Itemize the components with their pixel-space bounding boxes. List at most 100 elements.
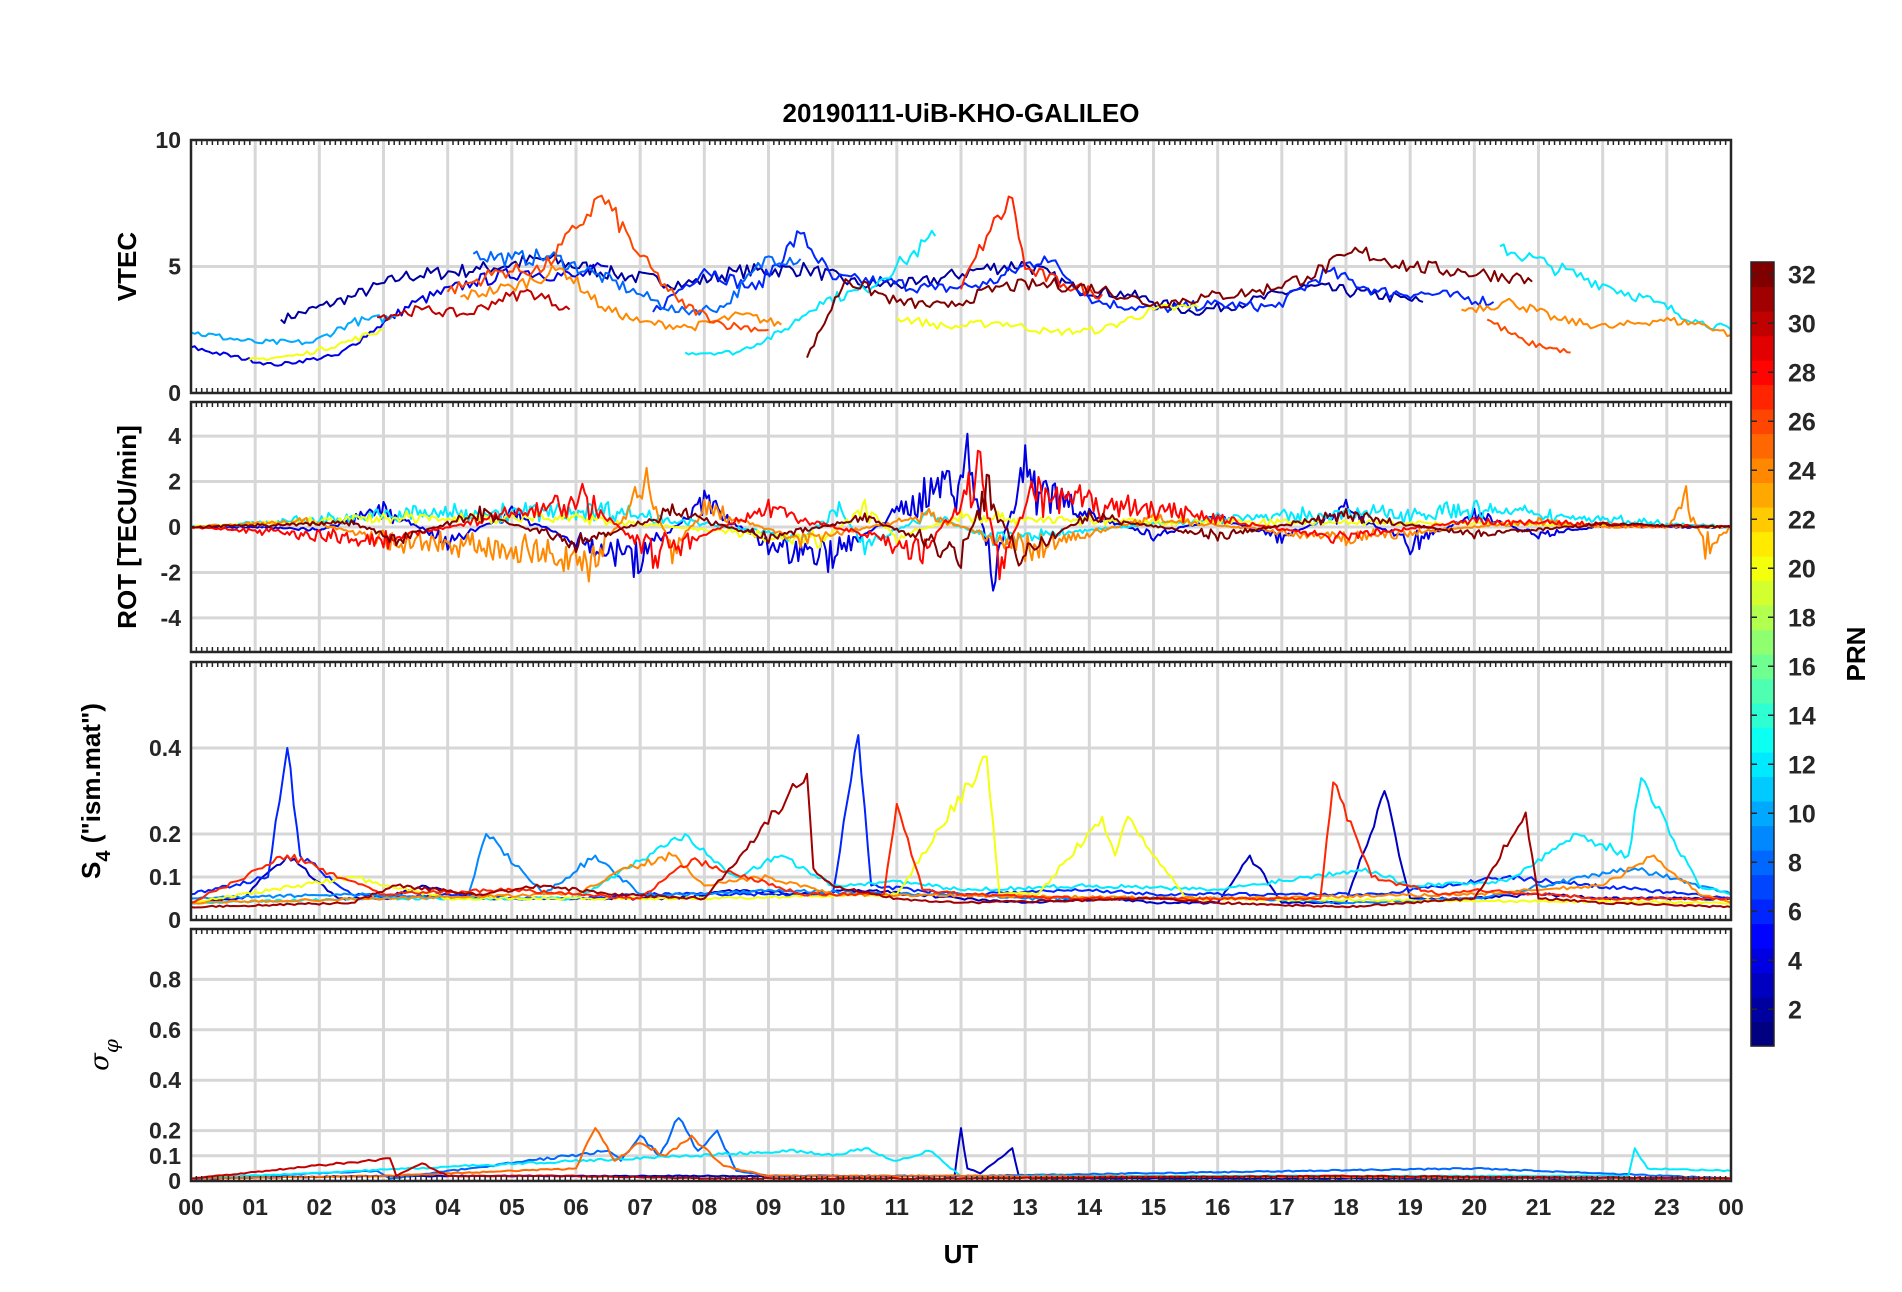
colorbar-bin xyxy=(1751,776,1774,802)
y-tick-label: 0.8 xyxy=(149,966,181,992)
y-tick-label: 4 xyxy=(168,423,181,449)
colorbar-bin xyxy=(1751,556,1774,582)
minor-ticks xyxy=(195,929,1727,1181)
y-tick-label: 0.1 xyxy=(149,864,181,890)
panel-ROT: -4 -2 0 2 4 ROT [TECU/min] xyxy=(112,400,1733,654)
series-group xyxy=(191,194,1731,367)
x-axis-label: UT xyxy=(944,1239,979,1269)
x-tick-label: 18 xyxy=(1333,1194,1359,1220)
series-line-prn-24 xyxy=(191,466,1731,583)
series-line-prn-28 xyxy=(191,449,1731,581)
colorbar-bin xyxy=(1751,531,1774,557)
y-tick-label: -2 xyxy=(161,559,181,585)
x-tick-label: 00 xyxy=(1718,1194,1744,1220)
colorbar-tick-label: 4 xyxy=(1788,947,1802,975)
colorbar-bin xyxy=(1751,286,1774,312)
y-tick-label: 2 xyxy=(168,469,181,495)
colorbar-tick-label: 26 xyxy=(1788,408,1816,436)
series-line-prn-24 xyxy=(191,851,1731,905)
x-tick-label: 09 xyxy=(756,1194,782,1220)
series-line-prn-26 xyxy=(446,194,769,333)
colorbar-bin xyxy=(1751,899,1774,925)
series-line-prn-6 xyxy=(652,230,1495,314)
axes-frame xyxy=(189,660,1733,922)
colorbar-bin xyxy=(1751,409,1774,435)
colorbar-bin xyxy=(1751,874,1774,900)
colorbar-bin xyxy=(1751,458,1774,484)
y-tick-label: 0 xyxy=(168,907,181,933)
series-line-prn-20 xyxy=(896,303,1199,336)
gridlines xyxy=(191,929,1731,1181)
series-line-prn-32 xyxy=(806,246,1533,358)
panel-S4: 0 0.1 0.2 0.4 S4 ("ism.mat") xyxy=(76,660,1733,933)
x-tick-label: 04 xyxy=(435,1194,461,1220)
minor-ticks xyxy=(195,140,1727,393)
colorbar-bin xyxy=(1751,384,1774,410)
x-tick-label: 11 xyxy=(885,1194,910,1220)
series-line-prn-30 xyxy=(191,1157,1731,1180)
x-tick-label: 10 xyxy=(820,1194,846,1220)
minor-ticks xyxy=(195,402,1727,652)
colorbar-bin xyxy=(1751,629,1774,655)
y-tick-label: 0.6 xyxy=(149,1017,181,1043)
series-line-prn-20 xyxy=(191,755,1731,905)
x-tick-label: 19 xyxy=(1397,1194,1423,1220)
colorbar-bin xyxy=(1751,1021,1774,1047)
y-axis-label: ROT [TECU/min] xyxy=(112,425,142,629)
colorbar-bin xyxy=(1751,825,1774,851)
colorbar-tick-label: 28 xyxy=(1788,359,1816,387)
x-tick-label: 06 xyxy=(563,1194,589,1220)
colorbar-bin xyxy=(1751,948,1774,974)
x-tick-label: 01 xyxy=(242,1194,268,1220)
y-axis-label: S4 ("ism.mat") xyxy=(76,703,115,879)
colorbar-bin xyxy=(1751,801,1774,827)
series-line-prn-24 xyxy=(1461,297,1731,338)
series-line-prn-27 xyxy=(191,781,1731,904)
colorbar-tick-label: 16 xyxy=(1788,653,1816,681)
series-line-prn-4 xyxy=(191,262,609,367)
y-axis-label: σφ xyxy=(85,1039,123,1071)
x-tick-label: 23 xyxy=(1654,1194,1680,1220)
y-tick-label: 0 xyxy=(168,514,181,540)
panel-VTEC: 0 5 10 VTEC xyxy=(112,127,1733,406)
panel-sigma_phi: 00.10.2 0.4 0.6 0.8 σφ xyxy=(85,927,1733,1194)
series-line-prn-12 xyxy=(1499,243,1731,331)
series-line-prn-20 xyxy=(191,498,1731,549)
colorbar-tick-label: 12 xyxy=(1788,751,1816,779)
colorbar-bin xyxy=(1751,482,1774,508)
series-line-prn-4 xyxy=(191,432,1731,592)
axes-frame xyxy=(189,400,1733,654)
series-line-prn-32 xyxy=(191,473,1731,569)
colorbar-tick-label: 2 xyxy=(1788,996,1802,1024)
axes-frame xyxy=(189,138,1733,395)
colorbar-tick-label: 10 xyxy=(1788,800,1816,828)
series-line-prn-31 xyxy=(191,772,1731,909)
series-line-prn-30 xyxy=(377,288,571,321)
colorbar-tick-label: 24 xyxy=(1788,457,1816,485)
colorbar-bin xyxy=(1751,335,1774,361)
series-line-prn-20 xyxy=(248,328,384,362)
colorbar-bin xyxy=(1751,605,1774,631)
x-tick-label: 08 xyxy=(692,1194,718,1220)
y-tick-label: 0.4 xyxy=(149,735,181,761)
series-line-prn-8 xyxy=(472,248,802,316)
x-tick-label: 15 xyxy=(1141,1194,1167,1220)
colorbar-gradient xyxy=(1751,262,1774,1047)
series-line-prn-24 xyxy=(460,264,782,332)
colorbar-tick-label: 32 xyxy=(1788,261,1816,289)
x-axis: 00 01 02 03 04 05 06 07 08 09 10 11 12 13 14 15 16 17 18 19… xyxy=(178,1194,1744,1220)
x-tick-label: 07 xyxy=(627,1194,653,1220)
y-axis-label: VTEC xyxy=(112,232,142,302)
x-tick-label: 05 xyxy=(499,1194,525,1220)
y-tick-label: 0.4 xyxy=(149,1067,181,1093)
y-tick-label: 0.2 xyxy=(149,1118,181,1144)
colorbar-tick-label: 8 xyxy=(1788,849,1802,877)
x-tick-label: 16 xyxy=(1205,1194,1231,1220)
y-tick-label: 0 xyxy=(168,380,181,406)
colorbar-bin xyxy=(1751,703,1774,729)
x-tick-label: 14 xyxy=(1077,1194,1103,1220)
series-group xyxy=(191,734,1731,909)
series-line-prn-26 xyxy=(1486,318,1571,354)
